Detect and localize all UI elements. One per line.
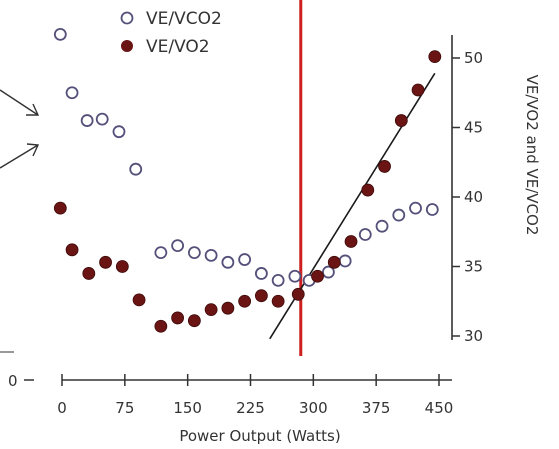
legend-marker-ve-vo2 <box>121 40 133 52</box>
ve-vco2-point <box>129 162 143 176</box>
ve-vo2-point <box>53 201 67 215</box>
ve-vo2-point <box>65 243 79 257</box>
ve-vco2-point <box>409 201 422 215</box>
arrow-head <box>26 103 40 116</box>
ve-vo2-point <box>132 293 146 307</box>
ve-vco2-point <box>288 269 302 283</box>
y-tick-label: 35 <box>464 258 483 276</box>
y-tick-label: 45 <box>464 119 483 137</box>
axes: 0 75 150 225 300 375 450 0 30 35 40 45 50 <box>0 35 483 417</box>
legend-marker-ve-vco2 <box>120 11 134 25</box>
ve-vco2-point <box>204 248 218 262</box>
ve-vo2-point <box>394 114 408 127</box>
ve-vo2-point <box>154 319 168 333</box>
ve-vco2-point <box>392 208 406 222</box>
ve-vco2-point <box>271 273 285 287</box>
legend: VE/VCO2 VE/VO2 <box>120 9 222 57</box>
ve-vco2-point <box>53 27 67 41</box>
ve-vo2-point <box>115 260 129 273</box>
annotation-arrows <box>0 89 40 169</box>
x-tick-label: 300 <box>299 399 328 417</box>
arrow-head <box>26 143 40 157</box>
x-tick-label: 150 <box>173 399 202 417</box>
ve-vo2-point <box>344 235 358 248</box>
arrow-shaft <box>0 144 39 169</box>
ve-vo2-point <box>311 269 324 283</box>
ve-vo2-point <box>361 183 375 197</box>
x-tick-label: 375 <box>362 399 391 417</box>
ve-vo2-point <box>327 255 341 269</box>
ve-vco2-point <box>375 219 389 233</box>
x-axis-label: Power Output (Watts) <box>179 427 340 445</box>
arrow-icon <box>0 89 40 116</box>
ve-vo2-point <box>204 303 218 316</box>
arrow-icon <box>0 143 40 169</box>
ve-vo2-point <box>291 287 305 301</box>
ve-vco2-point <box>112 125 126 139</box>
ve-vo2-point <box>99 255 112 269</box>
data-points <box>53 27 442 333</box>
ve-vco2-point <box>95 112 109 126</box>
ve-vco2-point <box>322 265 335 279</box>
ve-vo2-point <box>82 267 96 280</box>
x-tick-label: 0 <box>57 399 67 417</box>
ve-vco2-point <box>154 246 168 260</box>
y-tick-label: 30 <box>464 327 483 345</box>
ve-vo2-point <box>171 311 185 325</box>
left-axis-tick-label: 0 <box>8 372 18 390</box>
x-tick-label: 225 <box>236 399 265 417</box>
x-tick-label: 450 <box>425 399 454 417</box>
ve-vo2-point <box>428 50 442 64</box>
ve-vco2-point <box>425 203 439 216</box>
ve-vco2-point <box>171 239 185 253</box>
ve-vco2-point <box>358 228 372 241</box>
legend-label-ve-vco2: VE/VCO2 <box>146 9 222 29</box>
ve-vco2-point <box>221 255 235 269</box>
arrow-shaft <box>0 89 39 116</box>
ve-vco2-point <box>254 267 268 280</box>
ve-vco2-point <box>187 246 201 260</box>
ve-vo2-point <box>238 294 252 308</box>
ve-vo2-point <box>221 301 235 315</box>
y-axis-label: VE/VO2 and VE/VCO2 <box>523 75 541 236</box>
ve-vo2-point <box>411 83 425 97</box>
ve-vco2-point <box>80 114 94 127</box>
ve-vo2-point <box>378 160 391 173</box>
ve-vo2-point <box>254 289 268 303</box>
ve-vo2-point <box>271 294 285 308</box>
y-tick-label: 50 <box>464 49 483 67</box>
y-tick-label: 40 <box>464 188 483 206</box>
ve-vco2-point <box>238 253 252 266</box>
ve-vco2-point <box>65 86 79 100</box>
ve-vo2-point <box>187 314 201 328</box>
ve-vco2-point <box>338 254 352 268</box>
x-tick-label: 75 <box>115 399 134 417</box>
legend-label-ve-vo2: VE/VO2 <box>146 37 210 57</box>
